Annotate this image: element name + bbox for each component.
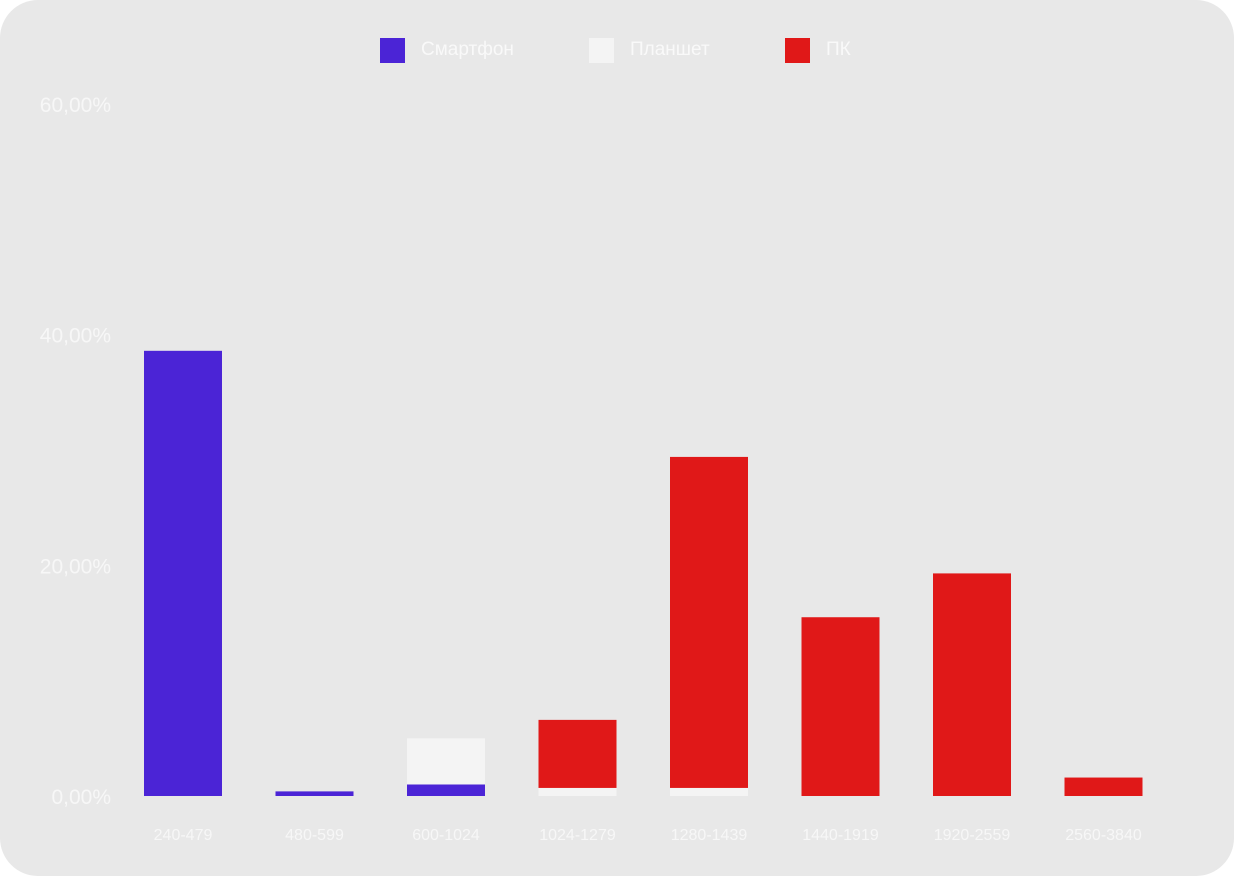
legend-swatch-smartphone — [380, 37, 405, 63]
bars — [144, 350, 1143, 796]
bar-600-1024-series-0[interactable] — [407, 784, 485, 796]
bar-1280-1439-series-2[interactable] — [670, 456, 748, 788]
legend-swatch-pc — [785, 37, 810, 63]
legend-label-pc: ПК — [826, 39, 851, 60]
x-tick-label: 1280-1439 — [671, 827, 748, 844]
bar-1920-2559-series-2[interactable] — [933, 573, 1011, 796]
legend: Смартфон Планшет ПК — [0, 36, 1234, 64]
legend-label-tablet: Планшет — [630, 39, 710, 60]
legend-item-pc[interactable]: ПК — [785, 36, 851, 64]
bar-240-479-series-0[interactable] — [144, 350, 222, 796]
bar-1024-1279-series-1[interactable] — [538, 787, 617, 796]
y-tick-label: 40,00% — [40, 325, 111, 348]
x-tick-label: 2560-3840 — [1065, 827, 1142, 844]
x-tick-label: 600-1024 — [412, 827, 480, 844]
y-tick-label: 0,00% — [51, 786, 111, 809]
x-tick-label: 1024-1279 — [539, 827, 616, 844]
bar-480-599-series-0[interactable] — [275, 791, 354, 796]
x-tick-label: 1440-1919 — [802, 827, 879, 844]
x-axis: 240-479 480-599 600-1024 1024-1279 1280-1439… — [154, 827, 1142, 844]
bar-1440-1919-series-2[interactable] — [801, 617, 880, 796]
legend-item-tablet[interactable]: Планшет — [589, 36, 710, 64]
bar-2560-3840-series-2[interactable] — [1064, 777, 1143, 796]
bar-1024-1279-series-2[interactable] — [538, 719, 617, 788]
y-axis: 0,00% 20,00% 40,00% 60,00% — [40, 94, 111, 809]
x-tick-label: 480-599 — [285, 827, 344, 844]
bar-600-1024-series-1[interactable] — [407, 738, 485, 785]
legend-swatch-tablet — [589, 37, 614, 63]
y-tick-label: 60,00% — [40, 94, 111, 117]
bar-1280-1439-series-1[interactable] — [670, 787, 748, 796]
legend-label-smartphone: Смартфон — [421, 39, 514, 60]
legend-item-smartphone[interactable]: Смартфон — [380, 36, 514, 64]
x-tick-label: 240-479 — [154, 827, 213, 844]
x-tick-label: 1920-2559 — [934, 827, 1011, 844]
y-tick-label: 20,00% — [40, 555, 111, 578]
